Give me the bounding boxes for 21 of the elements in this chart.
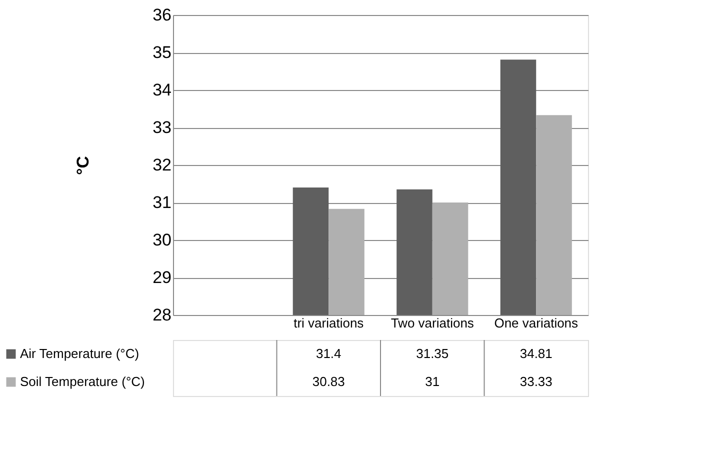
y-tick-label: 35 [152,43,172,62]
data-label: 31.4 [316,346,342,361]
data-label: 34.81 [520,346,552,361]
y-tick-label: 33 [152,118,172,137]
y-axis-title: °C [74,156,93,176]
legend-label: Soil Temperature (°C) [20,374,145,389]
data-label: 31.35 [416,346,449,361]
y-tick-label: 31 [152,193,172,212]
y-tick-label: 28 [152,306,172,324]
x-tick-label: One variations [494,316,579,330]
y-tick-label: 34 [152,80,172,100]
data-label: 33.33 [520,374,552,389]
x-tick-label: Two variations [390,316,474,330]
data-label: 31 [425,374,440,389]
y-tick-label: 30 [152,230,172,250]
data-label: 30.83 [312,374,345,389]
y-tick-label: 32 [152,156,172,174]
x-tick-label: tri variations [294,316,364,330]
y-tick-label: 29 [152,268,172,287]
y-tick-label: 36 [152,6,172,24]
legend-label: Air Temperature (°C) [20,346,140,361]
